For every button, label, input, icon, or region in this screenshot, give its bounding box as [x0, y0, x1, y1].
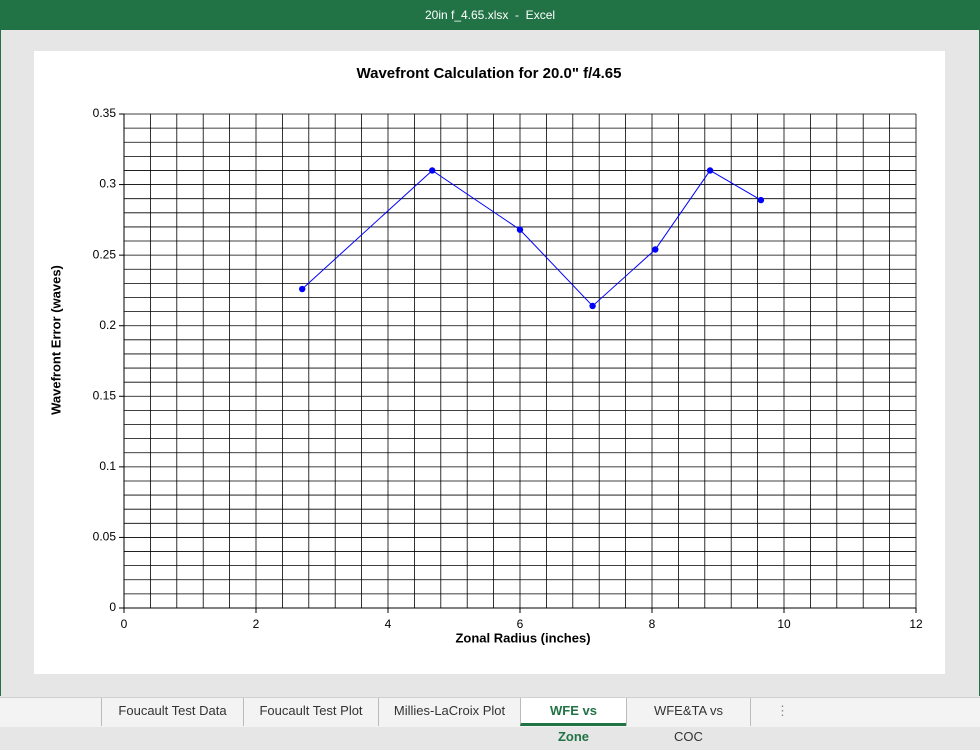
data-point [706, 167, 714, 174]
y-tick-label: 0.15 [93, 388, 117, 402]
sheet-tabs: Foucault Test Data Foucault Test Plot Mill… [0, 697, 980, 744]
chart: Wavefront Calculation for 20.0" f/4.65 W… [34, 51, 945, 674]
chart-title: Wavefront Calculation for 20.0" f/4.65 [357, 65, 622, 82]
y-tick-label: 0.3 [99, 177, 116, 191]
x-axis-label: Zonal Radius (inches) [455, 630, 590, 645]
y-tick-label: 0.35 [93, 106, 117, 120]
x-tick-label: 4 [385, 617, 392, 631]
x-tick-label: 6 [517, 617, 524, 631]
more-tabs[interactable]: ⋮ [776, 703, 789, 718]
y-tick-label: 0.05 [93, 530, 117, 544]
y-tick-label: 0 [109, 600, 116, 614]
data-point [652, 246, 659, 253]
window-title: 20in f_4.65.xlsx - Excel [0, 0, 980, 30]
x-tick-label: 12 [909, 617, 923, 631]
data-point [589, 302, 596, 310]
y-tick-label: 0.2 [99, 318, 116, 332]
sheet-tab[interactable]: Foucault Test Data [101, 698, 243, 726]
sheet-tab[interactable]: Foucault Test Plot [243, 698, 378, 726]
x-tick-label: 10 [777, 617, 791, 631]
data-point [429, 167, 436, 174]
y-tick-label: 0.25 [93, 247, 117, 261]
x-tick-label: 2 [253, 617, 260, 631]
tab-separator [750, 698, 751, 726]
y-axis-label: Wavefront Error (waves) [48, 265, 63, 415]
data-point [516, 226, 524, 233]
x-tick-label: 0 [121, 617, 128, 631]
sheet-tab[interactable]: Millies-LaCroix Plot [378, 698, 520, 726]
series-line [301, 169, 762, 307]
sheet-tab[interactable]: WFE vs Zone [520, 698, 626, 744]
data-point [757, 196, 765, 204]
sheet-tab[interactable]: WFE&TA vs COC [626, 698, 750, 744]
y-tick-label: 0.1 [99, 459, 116, 473]
data-point [299, 285, 306, 293]
x-tick-label: 8 [649, 617, 656, 631]
